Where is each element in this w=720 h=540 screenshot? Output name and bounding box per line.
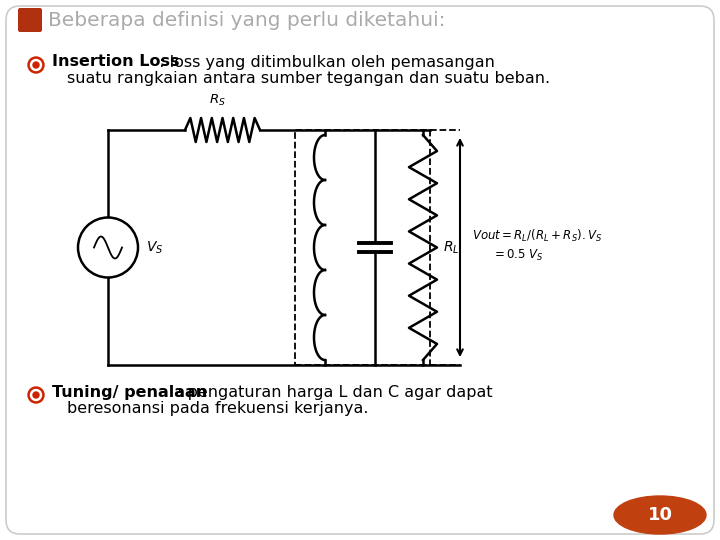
Text: suatu rangkaian antara sumber tegangan dan suatu beban.: suatu rangkaian antara sumber tegangan d… bbox=[67, 71, 550, 86]
Circle shape bbox=[30, 389, 42, 401]
Circle shape bbox=[30, 59, 42, 71]
Circle shape bbox=[78, 218, 138, 278]
Text: $R_S$: $R_S$ bbox=[209, 93, 226, 108]
Circle shape bbox=[33, 62, 39, 68]
Text: $=0.5\ V_S$: $=0.5\ V_S$ bbox=[492, 248, 544, 263]
Text: beresonansi pada frekuensi kerjanya.: beresonansi pada frekuensi kerjanya. bbox=[67, 402, 369, 416]
Circle shape bbox=[33, 392, 39, 398]
Text: Insertion Loss: Insertion Loss bbox=[52, 55, 179, 70]
Bar bbox=[295, 130, 430, 365]
Circle shape bbox=[28, 57, 44, 73]
Text: $R_L$: $R_L$ bbox=[443, 239, 459, 256]
Circle shape bbox=[28, 387, 44, 403]
Text: Tuning/ penalaan: Tuning/ penalaan bbox=[52, 384, 207, 400]
Text: $Vout = R_L/ (R_L+R_S).V_S$: $Vout = R_L/ (R_L+R_S).V_S$ bbox=[472, 227, 602, 244]
Text: $V_S$: $V_S$ bbox=[146, 239, 163, 256]
Text: Beberapa definisi yang perlu diketahui:: Beberapa definisi yang perlu diketahui: bbox=[48, 10, 446, 30]
Text: : pengaturan harga L dan C agar dapat: : pengaturan harga L dan C agar dapat bbox=[172, 384, 492, 400]
Text: 10: 10 bbox=[647, 506, 672, 524]
FancyBboxPatch shape bbox=[18, 8, 42, 32]
FancyBboxPatch shape bbox=[6, 6, 714, 534]
Text: : loss yang ditimbulkan oleh pemasangan: : loss yang ditimbulkan oleh pemasangan bbox=[154, 55, 495, 70]
Ellipse shape bbox=[614, 496, 706, 534]
